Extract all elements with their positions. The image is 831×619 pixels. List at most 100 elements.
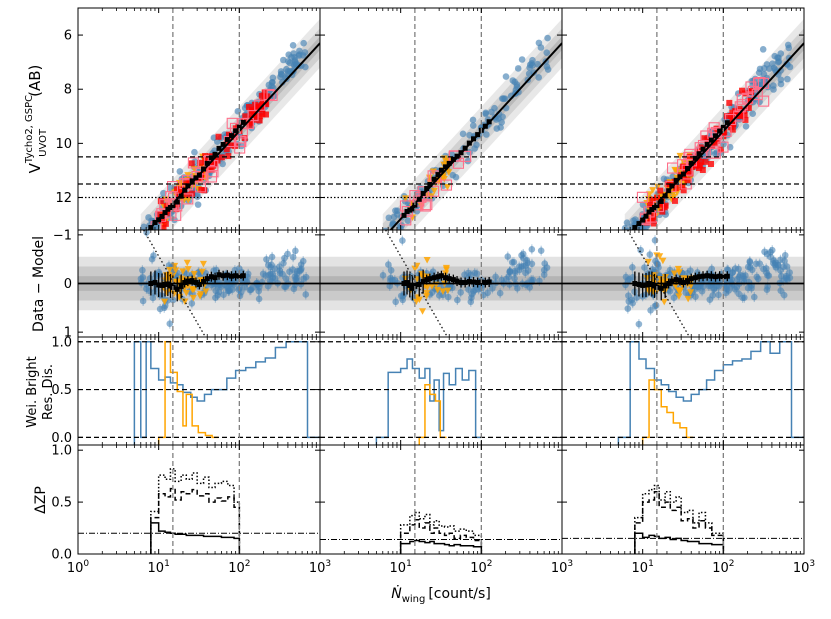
residual-point	[528, 246, 536, 253]
red-point	[687, 170, 694, 177]
binned-residual	[704, 273, 710, 279]
red-point	[662, 202, 669, 209]
orange-residual	[439, 288, 447, 295]
calib-box	[235, 135, 247, 147]
calib-box	[191, 170, 203, 183]
red-point	[742, 116, 749, 123]
binned-residual	[165, 281, 171, 287]
data-point	[514, 65, 522, 72]
data-point	[234, 107, 242, 115]
panel-r3-c2	[320, 445, 562, 554]
binned-point	[446, 160, 452, 166]
red-point	[246, 103, 253, 110]
binned-point	[482, 123, 488, 129]
orange-point	[676, 152, 684, 160]
red-point	[698, 158, 705, 165]
residual-point	[635, 320, 643, 328]
limit-line	[143, 230, 206, 337]
residual-point	[279, 270, 286, 278]
orange-residual	[423, 293, 431, 300]
red-point	[702, 158, 709, 165]
data-point	[404, 217, 412, 224]
data-point	[194, 201, 202, 208]
data-point	[387, 241, 394, 248]
data-point	[742, 123, 750, 130]
binned-point	[401, 212, 407, 218]
binned-point	[170, 203, 176, 209]
orange-residual	[189, 294, 197, 302]
binned-residual	[229, 273, 235, 279]
red-point	[650, 220, 657, 227]
binned-point	[636, 221, 642, 227]
calib-box	[751, 89, 763, 101]
red-point	[733, 111, 740, 118]
residual-point	[454, 296, 461, 304]
binned-point	[713, 133, 719, 139]
binned-point	[182, 187, 188, 193]
data-point	[775, 54, 782, 62]
residual-point	[723, 266, 731, 273]
y-tick-label: 1	[64, 326, 72, 341]
residual-point	[264, 282, 272, 290]
y-tick-label: 6	[64, 29, 72, 44]
binned-residual	[240, 273, 246, 279]
binned-point	[692, 155, 698, 161]
binned-residual	[182, 280, 188, 286]
data-point	[535, 39, 543, 47]
residual-point	[652, 257, 659, 265]
residual-point	[244, 270, 252, 278]
y-tick-label: 10	[55, 137, 72, 152]
residual-point	[637, 246, 644, 254]
binned-residual	[424, 277, 430, 283]
binned-residual	[443, 275, 449, 281]
residual-point	[763, 286, 771, 294]
x-tick-label: 102	[712, 559, 734, 576]
calib-box	[170, 209, 182, 221]
data-point	[632, 231, 639, 238]
red-point	[261, 89, 268, 96]
panel-r2-c1	[78, 337, 320, 445]
residual-point	[160, 304, 168, 312]
binned-point	[646, 209, 652, 215]
panel-r1-c1	[78, 230, 320, 337]
limit-line	[385, 230, 448, 337]
residual-point	[444, 293, 452, 301]
residual-point	[149, 294, 157, 302]
binned-point	[640, 217, 646, 223]
data-point	[296, 47, 303, 55]
binned-residual	[662, 283, 668, 289]
residual-point	[515, 263, 523, 270]
residual-point	[289, 266, 297, 273]
binned-point	[724, 120, 730, 126]
residual-point	[745, 278, 753, 286]
residual-point	[739, 294, 746, 302]
residual-point	[299, 257, 307, 265]
binned-point	[696, 151, 702, 157]
orange-residual	[202, 288, 210, 295]
data-point	[295, 52, 303, 59]
red-point	[225, 131, 232, 138]
data-point	[502, 73, 510, 80]
red-point	[741, 111, 748, 118]
binned-residual	[640, 282, 646, 288]
residual-point	[694, 283, 702, 291]
orange-residual	[675, 293, 683, 300]
model-line	[631, 42, 804, 230]
residual-point	[387, 267, 395, 274]
binned-residual	[649, 281, 655, 287]
red-point	[714, 137, 721, 144]
binned-point	[416, 196, 422, 202]
residual-point	[281, 254, 288, 262]
data-point	[219, 160, 226, 168]
binned-residual	[708, 273, 714, 279]
x-tick-label: 102	[470, 559, 492, 576]
red-point	[729, 126, 736, 133]
residual-point	[282, 275, 290, 282]
binned-residual	[189, 278, 195, 284]
binned-point	[431, 176, 437, 182]
binned-point	[685, 165, 691, 171]
orange-residual	[656, 253, 664, 260]
binned-residual	[666, 281, 672, 286]
residual-point	[510, 258, 518, 266]
data-point	[534, 60, 541, 68]
